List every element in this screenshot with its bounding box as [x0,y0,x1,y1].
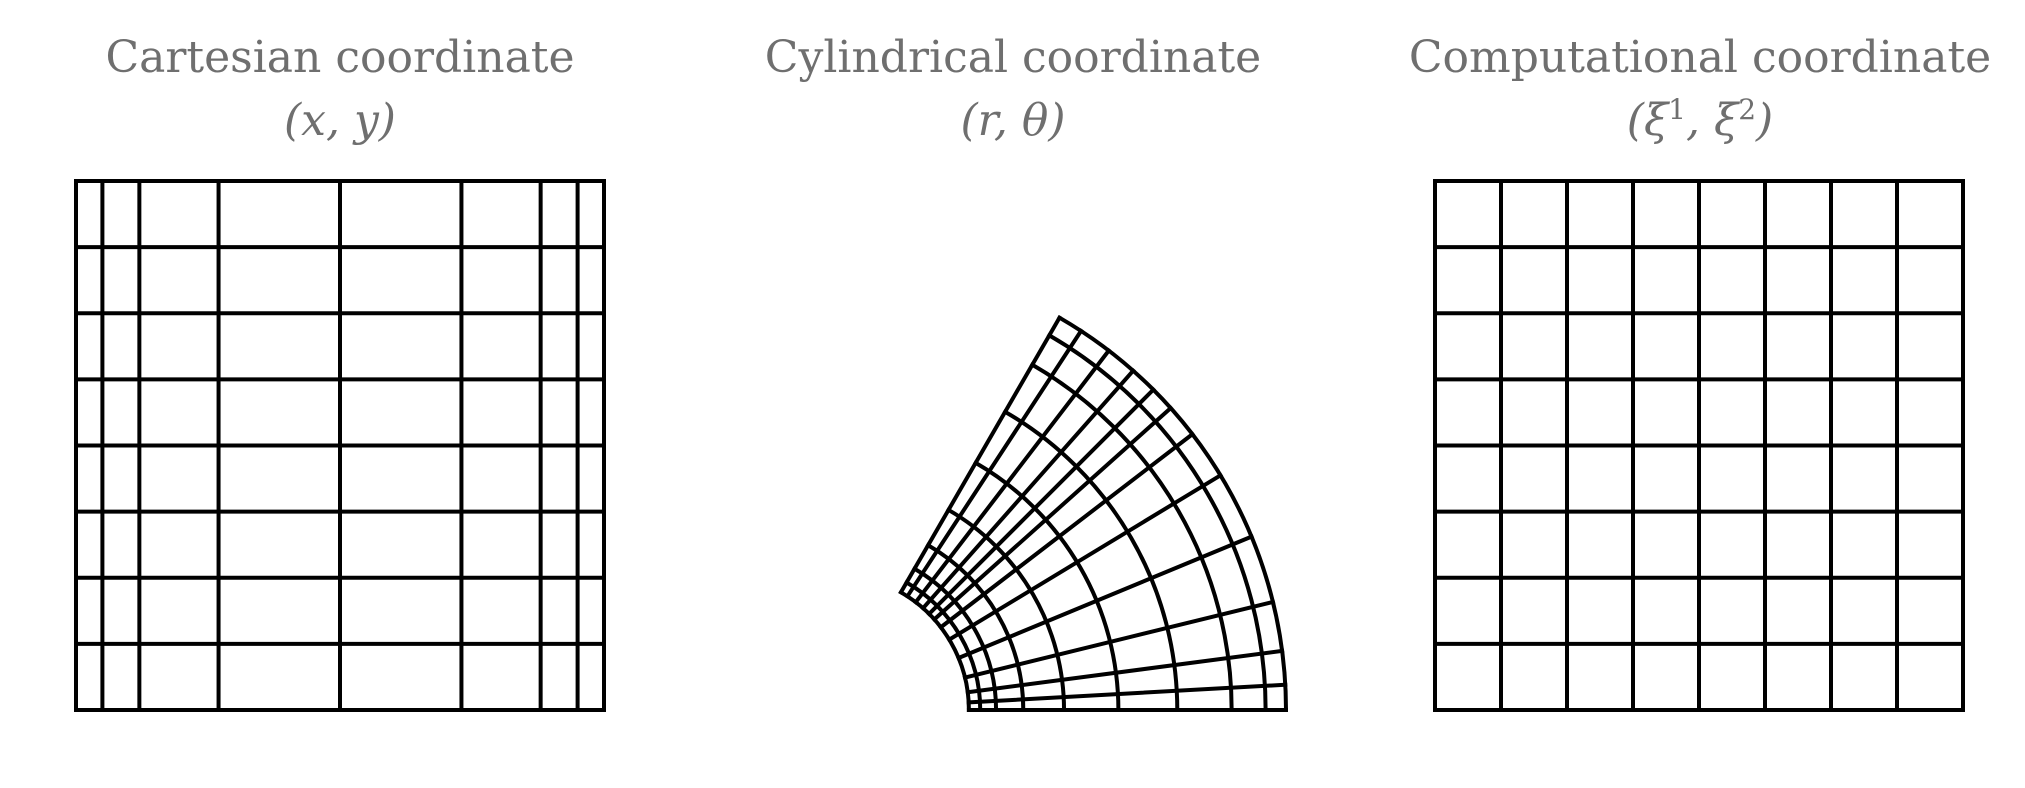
cylindrical-coords-label: (r, θ) [961,95,1066,146]
cylindrical-radial-line-4 [955,534,1255,661]
computational-title: Computational coordinate [1409,32,1991,83]
xi-superscript-2: 2 [1738,93,1756,126]
xi-superscript-1: 1 [1668,93,1686,126]
cylindrical-arc-7 [1029,362,1234,713]
cylindrical-arc-9 [1056,314,1289,713]
cylindrical-arc-6 [1002,409,1180,713]
xi-symbol-2: ξ [1714,95,1741,146]
cylindrical-panel: Cylindrical coordinate (r, θ) [765,32,1289,713]
cartesian-title: Cartesian coordinate [105,32,574,83]
cylindrical-grid [898,314,1289,713]
cylindrical-radial-line-10 [912,347,1112,605]
cartesian-coords-label: (x, y) [284,95,396,146]
cylindrical-radial-line-8 [926,386,1157,617]
cylindrical-radial-line-7 [931,405,1174,623]
cartesian-grid [74,179,606,712]
cylindrical-radial-line-6 [938,431,1196,631]
cylindrical-radial-line-5 [946,472,1224,643]
cylindrical-radial-line-12 [898,314,1063,596]
computational-grid [1433,179,1965,712]
cartesian-panel: Cartesian coordinate (x, y) [74,32,606,712]
cylindrical-radial-line-2 [965,648,1285,695]
cylindrical-title: Cylindrical coordinate [765,32,1261,83]
cylindrical-arc-8 [1046,332,1268,713]
cylindrical-arc-5 [972,460,1121,713]
xi-symbol-1: ξ [1644,95,1671,146]
cylindrical-arc-4 [945,507,1067,713]
cylindrical-radial-line-9 [920,367,1136,612]
cylindrical-radial-line-1 [966,682,1288,705]
cylindrical-radial-line-3 [962,599,1276,681]
cylindrical-radial-line-11 [904,328,1084,600]
computational-panel: Computational coordinate (ξ1, ξ2) [1409,32,1991,712]
computational-coords-label: (ξ1, ξ2) [1627,93,1773,146]
